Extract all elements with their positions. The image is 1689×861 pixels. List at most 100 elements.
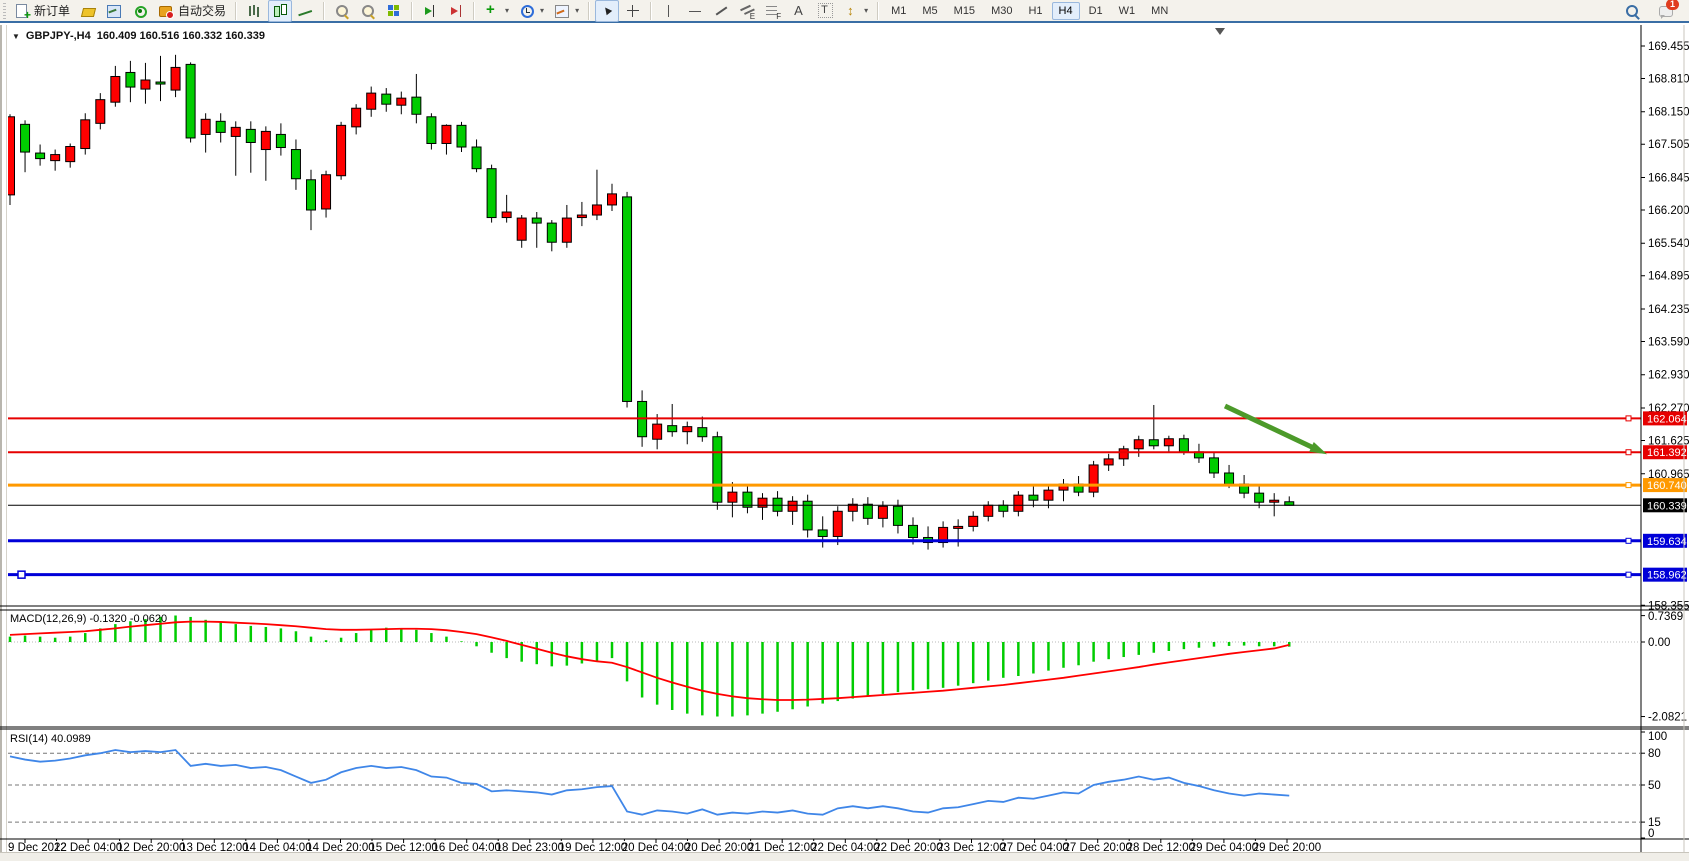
autotrading-button[interactable]: 自动交易 <box>154 0 230 22</box>
chevron-down-icon[interactable]: ▼ <box>12 31 20 41</box>
candle <box>20 123 31 153</box>
gold-icon <box>80 3 96 19</box>
candle <box>802 500 813 531</box>
candle <box>501 211 512 219</box>
period-button-m30[interactable]: M30 <box>991 4 1013 17</box>
trend-arrow-head <box>1309 442 1328 455</box>
trend-arrow-line[interactable] <box>1223 403 1320 453</box>
status-bar <box>0 852 1689 861</box>
line-anchor-handle[interactable] <box>1625 415 1632 422</box>
line-anchor-handle[interactable] <box>1625 537 1632 544</box>
tile-windows-button[interactable] <box>382 0 406 22</box>
new-order-label: 新订单 <box>34 4 71 18</box>
candle <box>1088 464 1099 493</box>
price-axis-tick-label: 165.540 <box>1648 238 1689 250</box>
time-axis-label: 9 Dec 2022 <box>8 842 67 854</box>
zoom-out-button[interactable] <box>356 0 380 22</box>
time-axis-label: 16 Dec 04:00 <box>432 842 500 854</box>
candle <box>561 217 572 243</box>
period-button-h1[interactable]: H1 <box>1028 4 1043 17</box>
price-axis-tick-label: 164.895 <box>1648 271 1689 283</box>
period-button-w1[interactable]: W1 <box>1118 4 1136 17</box>
candle <box>155 81 166 85</box>
cursor-button[interactable] <box>595 0 620 22</box>
equidistant-channel-button[interactable] <box>735 0 759 22</box>
signals-button[interactable] <box>128 0 152 22</box>
period-button-mn[interactable]: MN <box>1151 4 1169 17</box>
toolbar-separator <box>650 1 653 20</box>
chevron-down-icon[interactable]: ▾ <box>575 6 580 15</box>
period-button-m5[interactable]: M5 <box>922 4 938 17</box>
chat-button[interactable]: 1 <box>1654 0 1679 22</box>
auto-scroll-icon <box>422 3 438 19</box>
vertical-line-button[interactable] <box>657 0 681 22</box>
line-anchor-handle[interactable] <box>1625 449 1632 456</box>
candlestick-chart-button[interactable] <box>268 0 293 22</box>
horizontal-line-button[interactable] <box>683 0 707 22</box>
price-badge <box>1643 533 1687 548</box>
candles-layer <box>8 54 1295 550</box>
chevron-down-icon[interactable]: ▾ <box>864 6 869 15</box>
arrows-icon <box>843 3 859 19</box>
candle <box>1163 438 1174 447</box>
price-axis-tick-label: 160.965 <box>1648 469 1689 481</box>
text-label-button[interactable] <box>813 0 837 22</box>
line-anchor-handle[interactable] <box>1625 482 1632 489</box>
chart-shift-marker[interactable] <box>1215 28 1225 35</box>
candle <box>306 179 316 211</box>
candle <box>938 526 949 544</box>
chart-shift-button[interactable] <box>444 0 468 22</box>
candle <box>832 510 843 537</box>
period-button-h4[interactable]: H4 <box>1051 1 1080 20</box>
candle <box>877 505 888 519</box>
text-button[interactable] <box>787 0 811 22</box>
candle <box>1118 448 1129 460</box>
selected-line-handle[interactable] <box>17 570 26 579</box>
templates-button[interactable]: ▾ <box>550 0 583 22</box>
candle <box>230 126 241 137</box>
candle <box>1013 494 1024 512</box>
candle <box>8 116 15 196</box>
rsi-line <box>9 749 1290 816</box>
indicators-button[interactable]: ▾ <box>480 0 513 22</box>
candlestick-icon <box>272 3 288 19</box>
crosshair-button[interactable] <box>621 0 645 22</box>
price-badge <box>1643 478 1687 493</box>
time-axis-label: 12 Dec 20:00 <box>117 842 185 854</box>
chevron-down-icon[interactable]: ▾ <box>505 6 510 15</box>
zoom-out-icon <box>360 3 376 19</box>
candle <box>576 214 587 219</box>
periods-button[interactable]: ▾ <box>515 0 548 22</box>
candle <box>712 436 723 503</box>
bar-chart-button[interactable] <box>242 0 266 22</box>
zoom-in-button[interactable] <box>330 0 354 22</box>
macd-indicator-label: MACD(12,26,9) -0.1320 -0.0620 <box>10 613 167 625</box>
candle <box>486 168 497 219</box>
chart-shift-icon <box>448 3 464 19</box>
new-order-button[interactable]: 新订单 <box>10 0 74 22</box>
chevron-down-icon[interactable]: ▾ <box>540 6 545 15</box>
candle <box>290 149 301 180</box>
line-anchor-handle[interactable] <box>1625 571 1632 578</box>
period-button-m1[interactable]: M1 <box>891 4 907 17</box>
macd-axis-label: 0.00 <box>1648 637 1670 649</box>
candle <box>667 425 678 433</box>
period-button-m15[interactable]: M15 <box>953 4 976 17</box>
search-icon <box>1624 3 1640 19</box>
macd-axis-label: -2.0821 <box>1648 712 1687 724</box>
chart-window-button[interactable] <box>102 0 126 22</box>
price-chart-canvas[interactable]: 169.455 168.810 168.150 167.505 166.845 166.2… <box>0 25 1689 861</box>
chart-window[interactable]: ▼ GBPJPY-,H4 160.409 160.516 160.332 160… <box>0 25 1689 861</box>
candle <box>426 116 437 144</box>
gold-button[interactable] <box>76 0 100 22</box>
trendline-button[interactable] <box>709 0 733 22</box>
price-axis-tick-label: 164.235 <box>1648 304 1689 316</box>
search-button[interactable] <box>1620 0 1644 22</box>
arrows-button[interactable]: ▾ <box>839 0 872 22</box>
candle <box>787 500 798 512</box>
line-chart-button[interactable] <box>294 0 318 22</box>
fibonacci-button[interactable] <box>761 0 785 22</box>
time-axis-label: 27 Dec 04:00 <box>1000 842 1068 854</box>
period-button-d1[interactable]: D1 <box>1088 4 1103 17</box>
auto-scroll-button[interactable] <box>418 0 442 22</box>
